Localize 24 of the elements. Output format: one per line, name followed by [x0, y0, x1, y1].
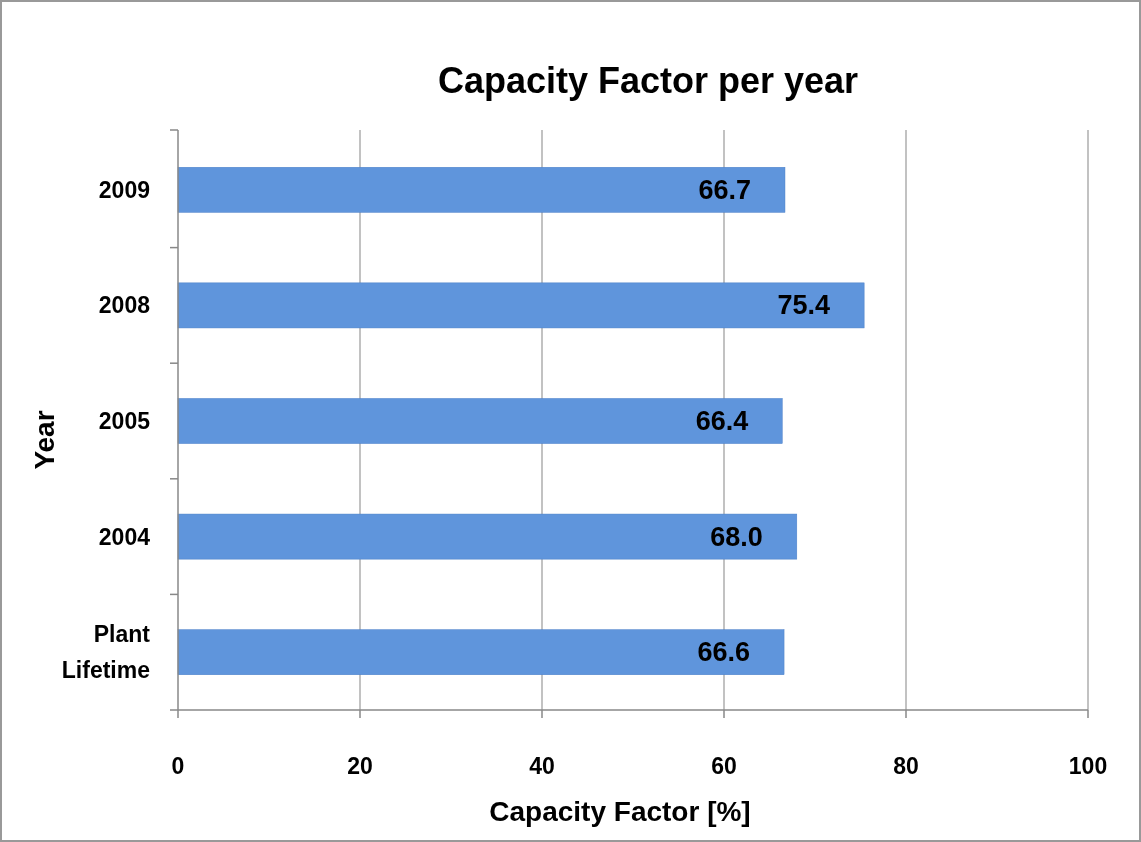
chart-title: Capacity Factor per year [437, 59, 859, 101]
bar [177, 282, 865, 329]
data-label: 66.4 [695, 406, 749, 436]
x-tick-label: 40 [529, 753, 555, 779]
x-tick-label: 80 [893, 753, 919, 779]
data-label: 66.6 [697, 637, 751, 668]
data-label: 75.4 [777, 290, 831, 321]
x-tick-label: 100 [1068, 753, 1108, 779]
bar [177, 398, 783, 444]
y-axis-title: Year [28, 410, 60, 470]
y-tick-label: 2009 [98, 176, 150, 203]
y-tick-label: 2008 [98, 292, 151, 319]
bar [177, 629, 785, 675]
y-tick-label: 2004 [98, 523, 151, 550]
x-axis-title: Capacity Factor [%] [489, 795, 751, 827]
data-label: 68.0 [710, 521, 763, 552]
x-tick-label: 20 [347, 753, 373, 779]
x-tick-label: 0 [171, 753, 185, 779]
bar [177, 167, 786, 213]
x-tick-label: 60 [711, 753, 737, 779]
y-tick-label: Plant Lifetime [61, 621, 151, 684]
data-label: 66.7 [698, 174, 751, 205]
bar [177, 513, 798, 560]
y-tick-label: 2005 [98, 408, 151, 434]
